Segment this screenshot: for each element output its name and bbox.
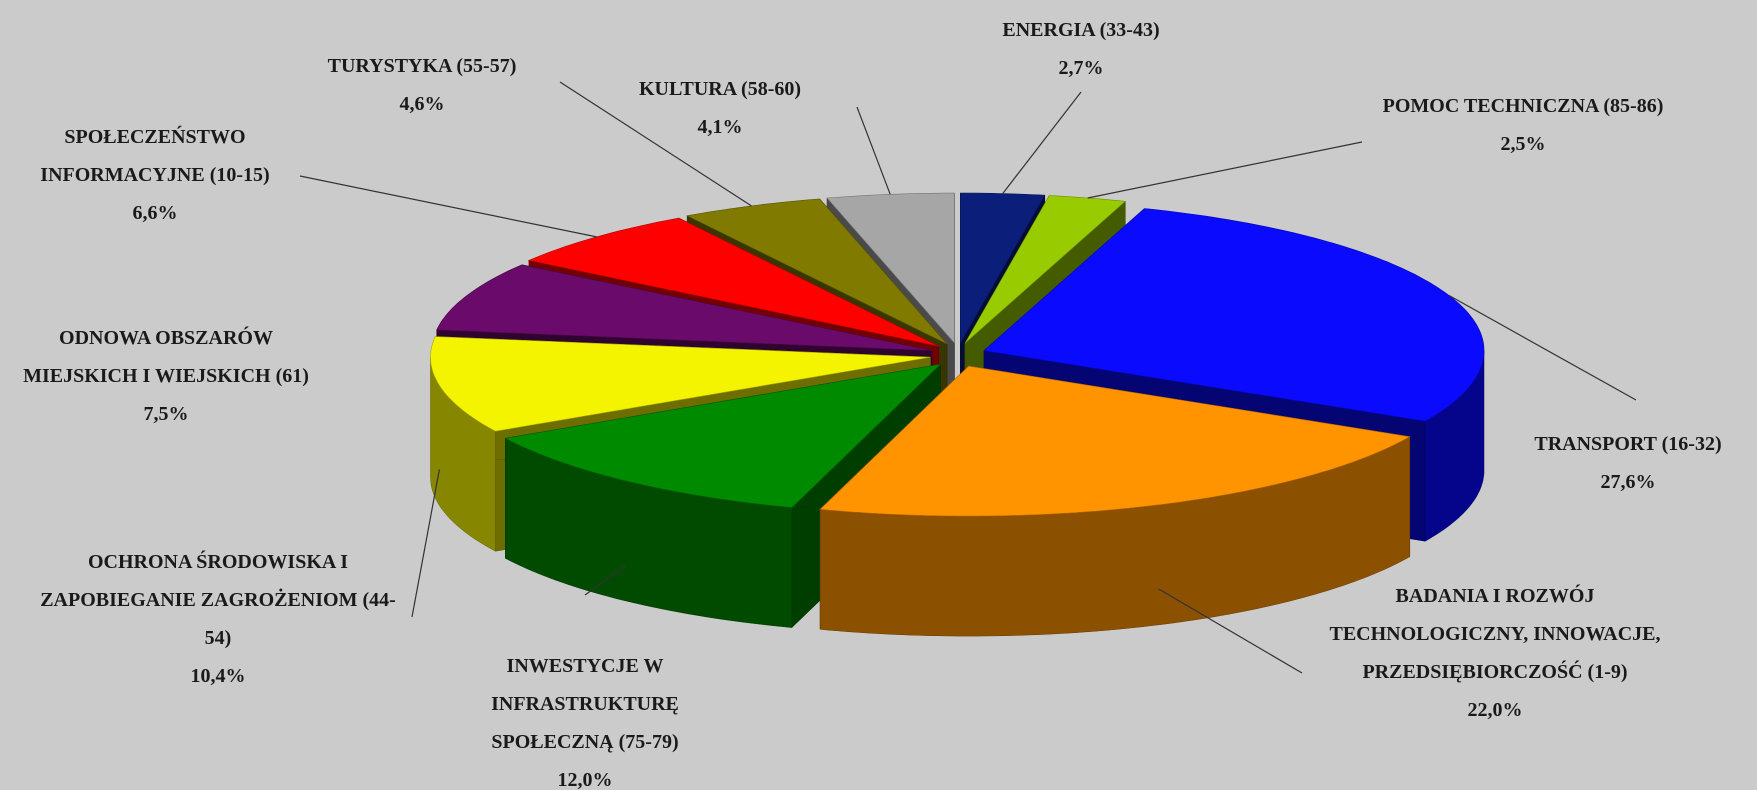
category-label: SPOŁECZEŃSTWO INFORMACYJNE (10-15) (40, 126, 270, 186)
leader-line (559, 81, 752, 207)
leader-line (1087, 141, 1363, 199)
category-label: ODNOWA OBSZARÓW MIEJSKICH I WIEJSKICH (6… (23, 327, 309, 387)
slice (436, 264, 932, 351)
leader-line (1448, 294, 1637, 401)
leader-line (856, 106, 891, 195)
value-label: 2,7% (1058, 57, 1104, 79)
category-label: ENERGIA (33-43) (1002, 19, 1160, 41)
category-label: OCHRONA ŚRODOWISKA I ZAPOBIEGANIE ZAGROŻ… (40, 551, 396, 649)
category-label: TRANSPORT (16-32) (1534, 433, 1722, 455)
leader-line (299, 175, 597, 238)
slice-label: BADANIA I ROZWÓJ TECHNOLOGICZNY, INNOWAC… (1305, 577, 1685, 729)
leader-line (584, 564, 627, 596)
slice-label: TRANSPORT (16-32) 27,6% (1503, 425, 1753, 501)
leader-line (1002, 91, 1082, 194)
value-label: 27,6% (1600, 471, 1656, 493)
slice-label: SPOŁECZEŃSTWO INFORMACYJNE (10-15) 6,6% (0, 118, 320, 232)
slice-label: ENERGIA (33-43) 2,7% (921, 11, 1241, 87)
category-label: POMOC TECHNICZNA (85-86) (1382, 95, 1664, 117)
slice-label: ODNOWA OBSZARÓW MIEJSKICH I WIEJSKICH (6… (1, 319, 331, 433)
slice (819, 365, 1411, 517)
value-label: 4,6% (399, 93, 445, 115)
value-label: 4,1% (697, 116, 743, 138)
value-label: 6,6% (132, 202, 178, 224)
slice (983, 208, 1485, 422)
slice-label: OCHRONA ŚRODOWISKA I ZAPOBIEGANIE ZAGROŻ… (38, 543, 398, 695)
category-label: BADANIA I ROZWÓJ TECHNOLOGICZNY, INNOWAC… (1329, 585, 1661, 683)
value-label: 10,4% (190, 665, 246, 687)
value-label: 7,5% (143, 403, 189, 425)
value-label: 2,5% (1500, 133, 1546, 155)
slice-label: POMOC TECHNICZNA (85-86) 2,5% (1353, 87, 1693, 163)
slice-label: KULTURA (58-60) 4,1% (600, 70, 840, 146)
value-label: 12,0% (557, 769, 613, 790)
slice-label: INWESTYCJE W INFRASTRUKTURĘ SPOŁECZNĄ (7… (455, 647, 715, 790)
slice (504, 363, 942, 508)
category-label: TURYSTYKA (55-57) (327, 55, 517, 77)
category-label: INWESTYCJE W INFRASTRUKTURĘ SPOŁECZNĄ (7… (491, 655, 679, 753)
slice-label: TURYSTYKA (55-57) 4,6% (297, 47, 547, 123)
category-label: KULTURA (58-60) (638, 78, 802, 100)
slice (430, 336, 931, 432)
leader-line (411, 469, 440, 618)
leader-line (1158, 588, 1303, 674)
value-label: 22,0% (1467, 699, 1523, 721)
